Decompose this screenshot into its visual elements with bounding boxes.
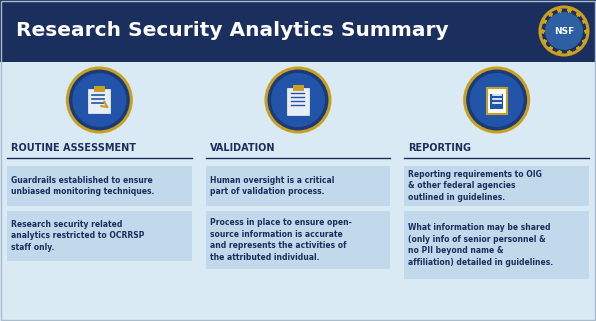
Circle shape [67,68,131,132]
FancyBboxPatch shape [0,0,596,62]
Circle shape [545,12,583,50]
Text: Human oversight is a critical
part of validation process.: Human oversight is a critical part of va… [210,176,334,196]
Text: Research Security Analytics Summary: Research Security Analytics Summary [16,22,449,40]
FancyBboxPatch shape [490,93,503,108]
Circle shape [266,68,330,132]
FancyBboxPatch shape [7,211,192,261]
FancyBboxPatch shape [7,166,192,206]
Circle shape [465,68,529,132]
Text: Process in place to ensure open-
source information is accurate
and represents t: Process in place to ensure open- source … [210,218,352,262]
Text: Research security related
analytics restricted to OCRRSP
staff only.: Research security related analytics rest… [11,220,144,252]
FancyBboxPatch shape [404,166,589,206]
Text: REPORTING: REPORTING [408,143,471,153]
Text: VALIDATION: VALIDATION [210,143,275,153]
FancyBboxPatch shape [206,211,390,269]
Text: Guardrails established to ensure
unbiased monitoring techniques.: Guardrails established to ensure unbiase… [11,176,154,196]
Circle shape [540,7,588,55]
Text: Reporting requirements to OIG
& other federal agencies
outlined in guidelines.: Reporting requirements to OIG & other fe… [408,170,542,202]
FancyBboxPatch shape [293,84,303,91]
Text: ROUTINE ASSESSMENT: ROUTINE ASSESSMENT [11,143,136,153]
FancyBboxPatch shape [206,166,390,206]
FancyBboxPatch shape [404,211,589,279]
Circle shape [271,73,325,127]
Circle shape [72,73,126,127]
FancyBboxPatch shape [88,89,110,113]
FancyBboxPatch shape [487,88,507,114]
FancyBboxPatch shape [94,85,105,91]
FancyBboxPatch shape [287,88,309,115]
Text: NSF: NSF [554,27,574,36]
Circle shape [470,73,524,127]
Text: What information may be shared
(only info of senior personnel &
no PII beyond na: What information may be shared (only inf… [408,223,554,267]
